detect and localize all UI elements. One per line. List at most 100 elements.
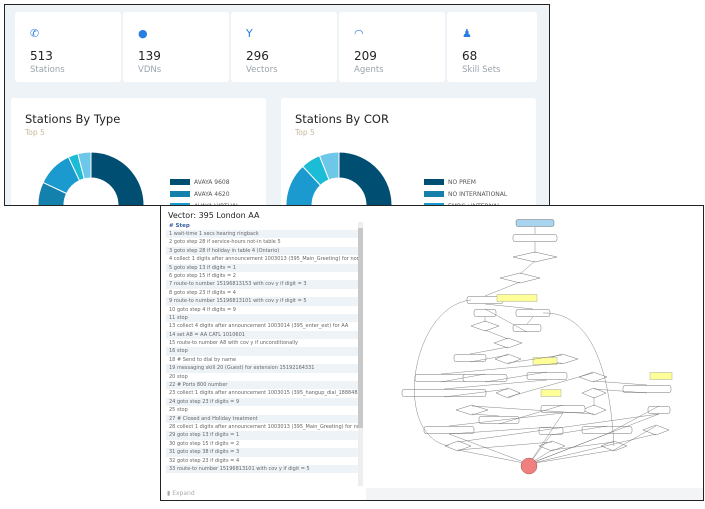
flow-edge — [443, 379, 548, 390]
step-row[interactable]: 18 # Send to dial by name — [169, 356, 237, 363]
legend-item[interactable]: AVAYA 4620 — [170, 188, 239, 200]
legend-item[interactable]: NO PREM — [424, 176, 507, 188]
stat-value: 139 — [138, 49, 161, 63]
stat-label: Agents — [354, 65, 384, 75]
flow-edge — [484, 329, 509, 340]
step-node — [478, 416, 520, 424]
step-row[interactable]: 20 stop — [169, 373, 188, 380]
panel-title: Stations By COR — [295, 112, 389, 126]
legend-label: AVAYA 9608 — [194, 178, 230, 186]
chart-legend: AVAYA 9608 AVAYA 4620 AVAYA VIRTUAL — [170, 176, 239, 205]
stat-label: Vectors — [246, 65, 278, 75]
decision-node — [642, 424, 670, 436]
decision-node — [581, 387, 607, 399]
panel-title: Stations By Type — [25, 112, 121, 126]
stat-card-skill-sets[interactable]: ♟ 68 Skill Sets — [447, 12, 537, 82]
step-row[interactable]: 33 route-to number 15196813101 with cov … — [166, 464, 363, 474]
vdn-icon: ● — [138, 27, 148, 40]
chart-legend: NO PREM NO INTERNATIONAL EMRG+INTERNAL — [424, 176, 507, 206]
step-row[interactable]: 27 # Closed and Holiday treatment — [166, 414, 363, 423]
donut-slice[interactable] — [323, 151, 393, 206]
step-node — [581, 426, 633, 434]
vector-icon: Y — [246, 27, 253, 40]
flow-edge — [440, 362, 563, 375]
agent-headset-icon: ◠ — [354, 27, 364, 40]
step-row[interactable]: 6 goto step 15 if digits = 2 — [169, 272, 236, 279]
step-row[interactable]: 30 goto step 15 if digits = 2 — [169, 440, 240, 447]
stat-card-agents[interactable]: ◠ 209 Agents — [339, 12, 445, 82]
flow-edge — [528, 413, 660, 465]
step-row[interactable]: 19 messaging skill 20 (Guest) for extens… — [166, 364, 363, 373]
stat-label: Stations — [30, 65, 65, 75]
flow-edge — [550, 425, 608, 436]
decision-node — [581, 404, 607, 416]
step-row[interactable]: 15 route-to number A8 with cov y if unco… — [169, 340, 298, 347]
step-row[interactable]: 10 goto step 4 if digits = 9 — [169, 306, 236, 313]
flow-edge — [498, 404, 564, 425]
step-row[interactable]: 4 collect 1 digits after announcement 10… — [169, 256, 363, 263]
expand-button[interactable]: ▮ Expand — [167, 490, 195, 497]
step-row[interactable]: 25 stop — [169, 407, 188, 414]
step-row[interactable]: 7 route-to number 15196813153 with cov y… — [166, 280, 363, 289]
step-row[interactable]: 23 collect 1 digits after announcement 1… — [169, 390, 363, 397]
step-node — [512, 234, 558, 242]
stat-value: 296 — [246, 49, 269, 63]
legend-item[interactable]: EMRG+INTERNAL — [424, 200, 507, 206]
step-row[interactable]: 11 stop — [166, 313, 363, 323]
vector-flowchart[interactable] — [371, 206, 703, 488]
step-node — [453, 354, 487, 362]
flow-edge — [471, 413, 500, 417]
step-node — [622, 385, 672, 393]
step-row[interactable]: 1 wait-time 1 secs hearing ringback — [166, 230, 363, 239]
decision-node — [455, 404, 489, 416]
flowchart-footer — [366, 488, 703, 500]
step-row[interactable]: 28 collect 1 digits after announcement 1… — [169, 423, 363, 430]
flow-edge — [519, 260, 536, 275]
flow-edge — [448, 433, 530, 465]
step-row[interactable]: 31 goto step 38 if digits = 3 — [166, 448, 363, 457]
legend-label: EMRG+INTERNAL — [448, 203, 501, 206]
step-row[interactable]: 13 collect 4 digits after announcement 1… — [169, 323, 349, 330]
step-row[interactable]: 22 # Ports 800 number — [166, 381, 363, 390]
stat-card-vectors[interactable]: Y 296 Vectors — [231, 12, 337, 82]
legend-item[interactable]: AVAYA 9608 — [170, 176, 239, 188]
scrollbar-thumb[interactable] — [358, 228, 363, 428]
stations-by-cor-panel: Stations By COR Top 5 NO PREM NO INTERNAT… — [281, 98, 536, 206]
legend-label: NO PREM — [448, 178, 476, 186]
decision-node — [494, 353, 522, 365]
step-row[interactable]: 8 goto step 23 if digits = 4 — [169, 289, 236, 296]
step-node — [473, 309, 497, 317]
decision-node — [493, 337, 523, 349]
stat-card-vdns[interactable]: ● 139 VDNs — [123, 12, 229, 82]
step-row[interactable]: 2 goto step 28 if service-hours not-in t… — [169, 239, 281, 246]
flow-edge — [528, 449, 615, 465]
stat-card-stations[interactable]: ✆ 513 Stations — [15, 12, 121, 82]
step-node — [512, 324, 542, 332]
donut-slice[interactable] — [77, 151, 92, 180]
expand-label: Expand — [172, 490, 195, 497]
step-row[interactable]: 3 goto step 28 if holiday in table 4 (On… — [166, 246, 363, 256]
flow-edge — [457, 441, 553, 451]
legend-item[interactable]: NO INTERNATIONAL — [424, 188, 507, 200]
donut-slice[interactable] — [318, 151, 340, 181]
step-row[interactable]: 5 goto step 13 if digits = 1 — [166, 263, 363, 272]
flow-edge — [469, 346, 509, 355]
donut-slice[interactable] — [55, 151, 145, 206]
legend-item[interactable]: AVAYA VIRTUAL — [170, 200, 239, 205]
legend-swatch — [424, 179, 444, 185]
skill-sets-icon: ♟ — [462, 27, 472, 40]
legend-swatch — [424, 203, 444, 205]
step-row[interactable]: 9 route-to number 15196813101 with cov y… — [166, 297, 363, 306]
step-row[interactable]: 32 goto step 23 if digits = 4 — [169, 457, 240, 464]
comment-node — [540, 389, 562, 397]
flow-edge — [507, 354, 563, 364]
step-row[interactable]: 24 goto step 23 if digits = 9 — [166, 397, 363, 407]
stations-by-type-donut — [37, 151, 145, 206]
step-row[interactable]: 16 stop — [166, 347, 363, 356]
flow-edge — [440, 373, 486, 383]
flow-edge — [484, 371, 548, 383]
step-row[interactable]: 29 goto step 13 if digits = 1 — [166, 431, 363, 440]
flow-edge — [448, 412, 564, 427]
step-row[interactable]: 14 set A8 = AA CATL 1010601 — [166, 330, 363, 340]
steps-scrollbar[interactable] — [358, 222, 363, 486]
